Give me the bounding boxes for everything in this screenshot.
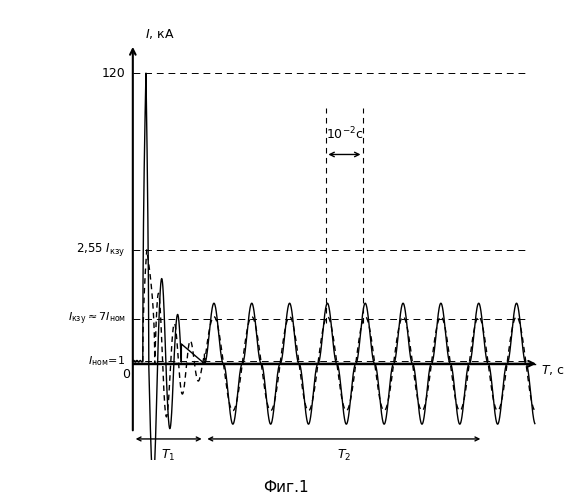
Text: $T$, с: $T$, с (541, 362, 565, 376)
Text: Фиг.1: Фиг.1 (263, 480, 309, 495)
Text: $I_{\rm кзу}$$\approx$$7I_{\rm ном}$: $I_{\rm кзу}$$\approx$$7I_{\rm ном}$ (67, 310, 126, 327)
Text: $I$, кА: $I$, кА (145, 27, 174, 41)
Text: 2,55 $I_{\rm кзу}$: 2,55 $I_{\rm кзу}$ (76, 242, 126, 258)
Text: 120: 120 (102, 66, 126, 80)
Text: $T_2$: $T_2$ (337, 448, 351, 462)
Text: $T_1$: $T_1$ (161, 448, 176, 462)
Text: $I_{\rm ном}\!=\!1$: $I_{\rm ном}\!=\!1$ (88, 354, 126, 368)
Text: 0: 0 (122, 368, 130, 381)
Text: $10^{-2}$с: $10^{-2}$с (325, 126, 363, 142)
